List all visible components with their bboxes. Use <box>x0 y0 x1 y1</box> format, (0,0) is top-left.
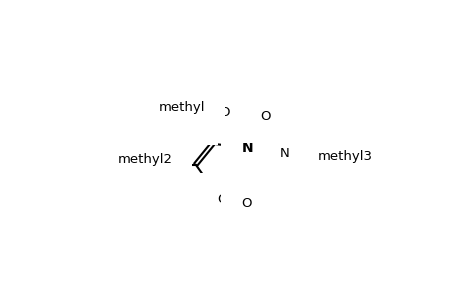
Text: S: S <box>233 183 242 197</box>
Text: O: O <box>156 162 166 175</box>
Text: O: O <box>241 196 251 210</box>
Text: N: N <box>241 141 252 155</box>
Text: O: O <box>259 110 270 123</box>
Text: NH: NH <box>279 146 299 160</box>
Text: methyl3: methyl3 <box>317 150 372 164</box>
Text: O: O <box>188 113 198 126</box>
Text: O: O <box>218 106 229 119</box>
Text: O: O <box>322 154 333 167</box>
Text: methyl2: methyl2 <box>117 153 172 166</box>
Text: methyl: methyl <box>158 101 205 114</box>
Text: O: O <box>308 131 319 144</box>
Text: O: O <box>217 193 227 206</box>
